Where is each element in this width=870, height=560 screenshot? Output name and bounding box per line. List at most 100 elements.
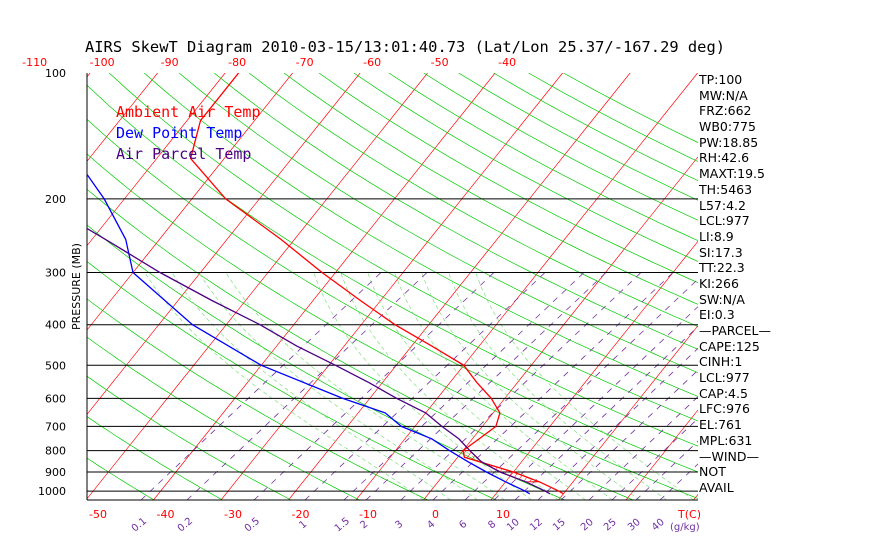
mixing-ratio-line <box>493 306 698 500</box>
dry-adiabat <box>87 118 698 473</box>
dry-adiabat <box>143 73 698 397</box>
bottom-temp-tick: -30 <box>224 508 242 521</box>
stat-line: AVAIL <box>699 479 734 495</box>
pressure-tick-label: 700 <box>45 420 66 433</box>
top-temp-tick: -80 <box>228 56 246 69</box>
top-temp-tick: -60 <box>363 56 381 69</box>
pressure-tick-label: 1000 <box>38 485 66 498</box>
stat-line: NOT <box>699 464 726 480</box>
stat-line: MAXT:19.5 <box>699 166 765 182</box>
moist-adiabat <box>144 272 424 500</box>
stat-line: FRZ:662 <box>699 103 752 119</box>
mixing-ratio-label: 12 <box>528 517 545 534</box>
top-temp-tick: -40 <box>498 56 516 69</box>
mixing-ratio-line <box>304 272 546 500</box>
mixing-ratio-label: 6 <box>457 519 469 532</box>
moist-adiabat <box>394 272 613 500</box>
stat-line: MPL:631 <box>699 432 753 448</box>
isotherm <box>558 325 698 500</box>
bottom-temp-tick: 10 <box>496 508 510 521</box>
bottom-temp-tick: -40 <box>157 508 175 521</box>
mixing-ratio-label: 3 <box>393 519 405 532</box>
stat-line: SI:17.3 <box>699 244 743 260</box>
dry-adiabat <box>318 73 698 284</box>
isotherm <box>490 240 698 500</box>
top-temp-tick: -110 <box>22 56 47 69</box>
dry-adiabat <box>87 457 155 500</box>
stat-line: LCL:977 <box>699 213 750 229</box>
pressure-tick-label: 900 <box>45 466 66 479</box>
dry-adiabat <box>108 73 698 422</box>
legend-entry: Dew Point Temp <box>116 124 242 142</box>
isotherm <box>87 73 226 247</box>
mixing-ratio-label: 15 <box>551 517 568 534</box>
stat-line: EI:0.3 <box>699 307 735 323</box>
stat-line: WB0:775 <box>699 119 756 135</box>
moist-adiabat <box>340 272 559 500</box>
chart-title: AIRS SkewT Diagram 2010-03-15/13:01:40.7… <box>85 38 725 56</box>
stat-line: TP:100 <box>699 72 743 87</box>
stat-line: PW:18.85 <box>699 134 759 150</box>
stat-line: CINH:1 <box>699 354 743 370</box>
stat-line: CAP:4.5 <box>699 385 748 401</box>
moist-adiabat <box>225 272 505 500</box>
isotherm <box>87 73 361 415</box>
isotherm <box>87 73 158 162</box>
mixing-ratio-label: 8 <box>486 519 498 532</box>
dew-point-line <box>87 173 531 495</box>
top-temp-tick: -70 <box>296 56 314 69</box>
mixing-ratio-label: 40 <box>650 517 667 534</box>
pressure-tick-label: 200 <box>45 193 66 206</box>
legend-entry: Air Parcel Temp <box>116 145 251 163</box>
stat-line: LFC:976 <box>699 401 750 417</box>
bottom-temp-tick: -50 <box>89 508 107 521</box>
bottom-temp-tick: 0 <box>432 508 439 521</box>
bottom-temp-tick: -10 <box>359 508 377 521</box>
dry-adiabat <box>87 84 698 447</box>
top-temp-tick: -100 <box>90 56 115 69</box>
isotherm <box>0 73 23 500</box>
dry-adiabat <box>178 73 698 374</box>
mixing-ratio-line <box>253 272 495 500</box>
stat-line: —WIND— <box>699 448 760 464</box>
isotherm <box>355 73 698 500</box>
mixing-ratio-label: 4 <box>425 519 437 532</box>
stat-line: —PARCEL— <box>699 323 771 338</box>
pressure-tick-label: 500 <box>45 359 66 372</box>
mixing-ratio-label: 0.2 <box>176 516 195 535</box>
moist-adiabat <box>475 272 694 500</box>
dry-adiabat <box>87 153 698 499</box>
stat-line: MW:N/A <box>699 87 748 103</box>
mixing-ratio-label: 1.5 <box>333 516 352 535</box>
stat-line: TH:5463 <box>699 181 753 197</box>
mixing-ratio-label: 0.1 <box>130 516 149 535</box>
dry-adiabat <box>87 188 634 500</box>
dry-adiabat <box>87 224 565 500</box>
bottom-temp-tick: -20 <box>292 508 310 521</box>
stat-line: KI:266 <box>699 275 739 291</box>
dry-adiabat <box>353 73 698 262</box>
y-axis-label: PRESSURE (MB) <box>70 243 83 330</box>
moist-adiabat <box>198 272 478 500</box>
dry-adiabat <box>87 375 292 500</box>
stat-line: TT:22.3 <box>699 260 745 276</box>
top-temp-tick: -50 <box>431 56 449 69</box>
dry-adiabat <box>87 298 428 500</box>
moist-adiabat <box>421 272 640 500</box>
legend-entry: Ambient Air Temp <box>116 103 261 121</box>
stat-line: L57:4.2 <box>699 197 746 213</box>
mixing-ratio-label: 0.5 <box>243 516 262 535</box>
top-temp-tick: -90 <box>161 56 179 69</box>
pressure-tick-label: 100 <box>45 67 66 80</box>
pressure-tick-label: 600 <box>45 392 66 405</box>
isotherm <box>423 156 698 500</box>
isotherm <box>87 73 293 331</box>
parcel-temp-line <box>87 227 551 495</box>
pressure-tick-label: 300 <box>45 267 66 280</box>
dry-adiabat <box>283 73 698 305</box>
mixing-unit-label: (g/kg) <box>670 522 700 533</box>
pressure-tick-label: 400 <box>45 319 66 332</box>
stat-line: LI:8.9 <box>699 228 734 244</box>
stability-indices-panel: TP:100 MW:N/A FRZ:662 WB0:775 PW:18.85 RH:42.… <box>699 72 869 496</box>
